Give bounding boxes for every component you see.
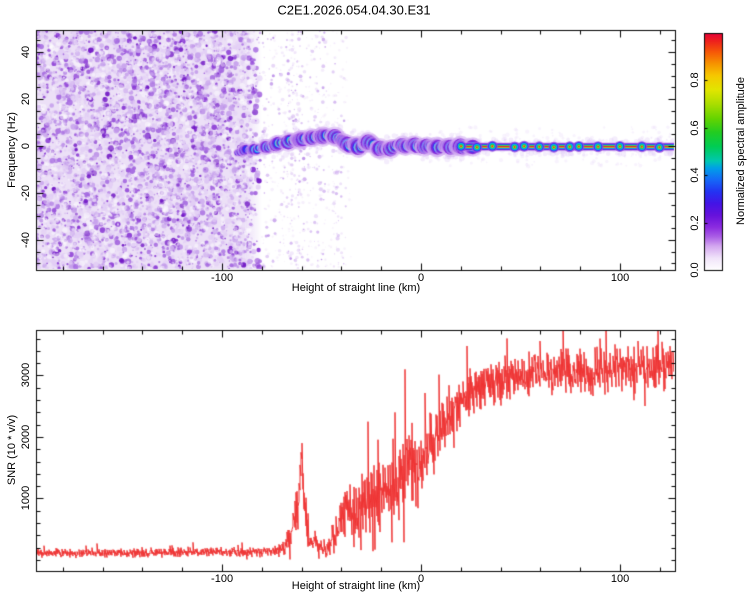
spectrogram-ytick-label: 20	[20, 92, 32, 106]
snr-xtick-label: 0	[418, 573, 425, 585]
spectrogram-xtick-label: 0	[418, 272, 425, 284]
snr-ytick-label: 2000	[20, 424, 32, 450]
snr-x-axis-label: Height of straight line (km)	[291, 580, 421, 592]
colorbar-tick-label: 0.6	[689, 120, 701, 136]
colorbar-tick-label: 0.8	[689, 72, 701, 89]
colorbar-tick-label: 0.0	[689, 262, 701, 278]
spectrogram-ytick-label: -40	[20, 231, 32, 248]
colorbar-tick-label: 0.2	[689, 214, 701, 231]
snr-ytick-label: 1000	[20, 486, 32, 511]
spectrogram-x-axis-label: Height of straight line (km)	[291, 282, 421, 294]
spectrogram-ytick-label: 0	[20, 142, 32, 150]
snr-xtick-label: 100	[610, 573, 630, 585]
spectrogram-xtick-label: 100	[610, 272, 630, 284]
spectrogram-ytick-label: -20	[20, 185, 32, 201]
snr-y-axis-label: SNR (10 * v/v)	[6, 414, 18, 486]
colorbar-tick-label: 0.4	[689, 167, 701, 183]
plot-title: C2E1.2026.054.04.30.E31	[277, 2, 431, 18]
spectrogram-ytick-label: 40	[20, 45, 32, 59]
spectrogram-y-axis-label: Frequency (Hz)	[6, 112, 18, 188]
snr-xtick-label: -100	[211, 573, 234, 585]
snr-ytick-label: 3000	[20, 363, 32, 388]
colorbar-label: Normalized spectral amplitude	[735, 77, 747, 225]
spectrogram-xtick-label: -100	[211, 272, 234, 284]
